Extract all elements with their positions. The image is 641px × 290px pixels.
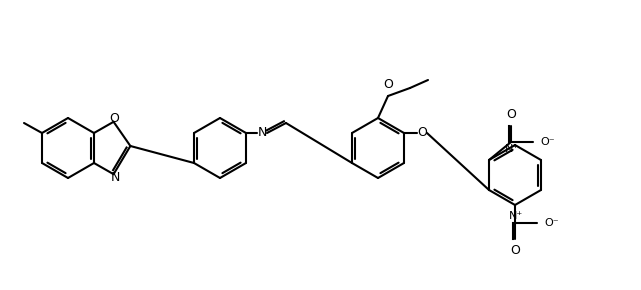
- Text: O: O: [110, 112, 119, 125]
- Text: O⁻: O⁻: [540, 137, 554, 147]
- Text: O: O: [417, 126, 427, 139]
- Text: N: N: [257, 126, 267, 139]
- Text: N⁺: N⁺: [505, 144, 519, 154]
- Text: O: O: [383, 78, 393, 91]
- Text: O⁻: O⁻: [544, 218, 558, 228]
- Text: N: N: [111, 171, 121, 184]
- Text: N⁺: N⁺: [509, 211, 523, 221]
- Text: O: O: [510, 244, 520, 257]
- Text: O: O: [506, 108, 516, 121]
